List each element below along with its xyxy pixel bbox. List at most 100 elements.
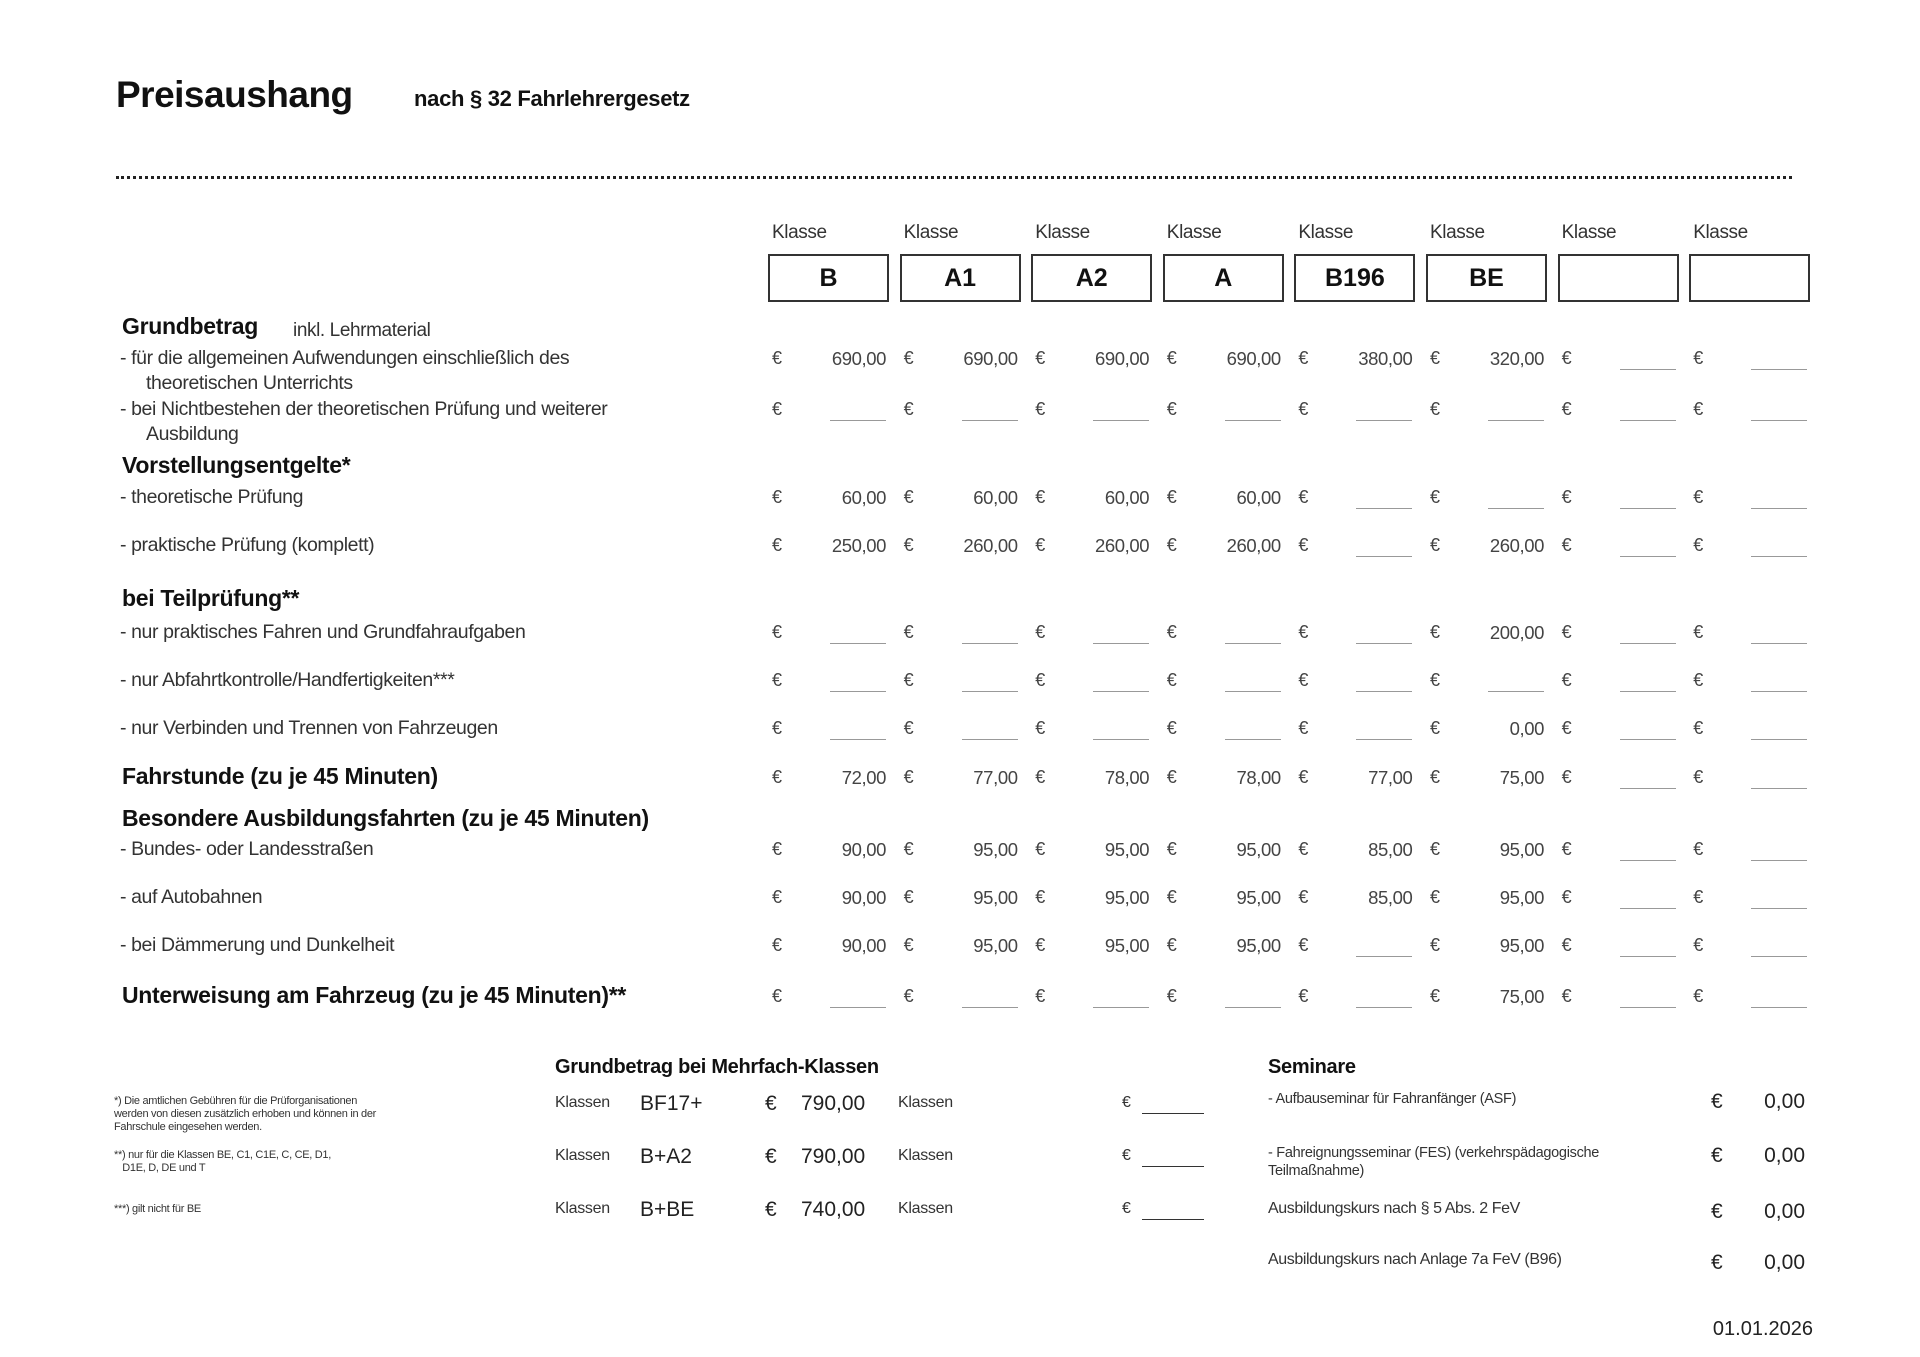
price-value: 320,00 (1489, 348, 1545, 369)
currency-symbol: € (1693, 348, 1704, 368)
price-blank (1488, 691, 1544, 692)
section-grundbetrag: Grundbetrag (122, 313, 258, 339)
price-blank (1619, 643, 1676, 644)
currency-symbol: € (772, 767, 783, 787)
class-box-A: A (1162, 254, 1284, 302)
price-value: 95,00 (973, 887, 1018, 908)
price-blank (1751, 739, 1808, 740)
price-blank (830, 643, 886, 644)
currency-symbol: € (1430, 935, 1441, 955)
price-blank (1356, 739, 1413, 740)
currency-symbol: € (1035, 935, 1046, 955)
row-label: - nur praktisches Fahren und Grundfahrau… (120, 621, 526, 643)
currency-symbol: € (903, 670, 914, 690)
price-value: 90,00 (841, 887, 887, 908)
currency-symbol: € (1693, 718, 1704, 738)
currency-symbol: € (903, 839, 914, 859)
class-box-B196: B196 (1294, 254, 1416, 302)
price-blank (1093, 643, 1150, 644)
currency-symbol: € (772, 887, 783, 907)
currency-symbol: € (1298, 535, 1309, 555)
class-label: Klasse (1561, 222, 1617, 243)
currency-symbol: € (1166, 487, 1177, 507)
price-blank (1751, 643, 1808, 644)
price-value: 78,00 (1236, 767, 1282, 788)
multi-class-label-2: Klassen (898, 1147, 953, 1164)
currency-symbol: € (1298, 935, 1309, 955)
currency-symbol: € (903, 622, 914, 642)
price-value: 95,00 (1104, 935, 1150, 956)
currency-symbol: € (1430, 767, 1441, 787)
price-blank (1224, 691, 1281, 692)
currency-symbol: € (1430, 348, 1441, 368)
currency-symbol: € (903, 986, 914, 1006)
price-blank (1751, 860, 1808, 861)
currency-symbol: € (1166, 839, 1177, 859)
currency-symbol: € (1561, 887, 1572, 907)
currency-symbol: € (1693, 622, 1704, 642)
price-blank (961, 420, 1018, 421)
seminar-value: 0,00 (1764, 1251, 1805, 1274)
price-blank (1751, 956, 1808, 957)
price-blank (1093, 691, 1150, 692)
currency-symbol: € (1035, 487, 1046, 507)
price-value: 260,00 (1226, 535, 1282, 556)
price-value: 77,00 (973, 767, 1018, 788)
price-value: 0,00 (1509, 718, 1545, 739)
currency-symbol: € (1693, 487, 1704, 507)
price-blank (830, 1007, 886, 1008)
price-value: 95,00 (1236, 935, 1282, 956)
currency-symbol: € (1035, 399, 1046, 419)
price-blank (830, 420, 886, 421)
currency-symbol: € (1035, 718, 1046, 738)
price-blank (961, 643, 1018, 644)
section-teilpruefung: bei Teilprüfung** (122, 585, 300, 611)
currency-symbol: € (1430, 622, 1441, 642)
class-box-A1: A1 (899, 254, 1021, 302)
row-label: - praktische Prüfung (komplett) (120, 534, 375, 556)
price-blank (1224, 420, 1281, 421)
currency-symbol: € (1035, 670, 1046, 690)
row-label: Unterweisung am Fahrzeug (zu je 45 Minut… (122, 982, 627, 1008)
class-label: Klasse (1035, 222, 1090, 243)
price-value: 60,00 (1236, 487, 1282, 508)
price-value: 690,00 (1095, 348, 1150, 369)
price-blank (1356, 691, 1413, 692)
row-label: - theoretische Prüfung (120, 486, 304, 508)
currency-symbol: € (772, 935, 783, 955)
currency-symbol: € (765, 1198, 777, 1221)
currency-symbol: € (1298, 487, 1309, 507)
class-box-empty (1557, 254, 1679, 302)
row-label-cont: Ausbildung (146, 423, 239, 445)
price-blank (1619, 556, 1676, 557)
currency-symbol: € (772, 986, 783, 1006)
price-value: 77,00 (1368, 767, 1413, 788)
currency-symbol: € (1693, 935, 1704, 955)
price-value: 90,00 (841, 935, 887, 956)
currency-symbol: € (1693, 767, 1704, 787)
currency-symbol: € (903, 935, 914, 955)
price-blank (1142, 1166, 1204, 1167)
currency-symbol: € (1298, 670, 1309, 690)
price-blank (1356, 643, 1413, 644)
currency-symbol: € (1166, 399, 1177, 419)
multi-class-value: 790,00 (801, 1092, 866, 1115)
currency-symbol: € (1561, 718, 1572, 738)
price-blank (1356, 420, 1413, 421)
price-blank (1093, 739, 1150, 740)
currency-symbol: € (903, 887, 914, 907)
seminar-value: 0,00 (1764, 1200, 1805, 1223)
row-label: - für die allgemeinen Aufwendungen einsc… (120, 347, 570, 369)
price-blank (1751, 788, 1808, 789)
price-blank (1751, 420, 1808, 421)
price-value: 200,00 (1489, 622, 1545, 643)
price-value: 75,00 (1499, 986, 1545, 1007)
multi-class-label: Klassen (555, 1094, 610, 1111)
price-blank (1619, 369, 1676, 370)
price-value: 95,00 (1104, 887, 1150, 908)
multi-class-title: Grundbetrag bei Mehrfach-Klassen (555, 1056, 879, 1078)
section-besondere-ausbildungsfahrten: Besondere Ausbildungsfahrten (zu je 45 M… (122, 805, 649, 831)
currency-symbol: € (903, 348, 914, 368)
currency-symbol: € (1166, 718, 1177, 738)
price-value: 85,00 (1368, 839, 1413, 860)
